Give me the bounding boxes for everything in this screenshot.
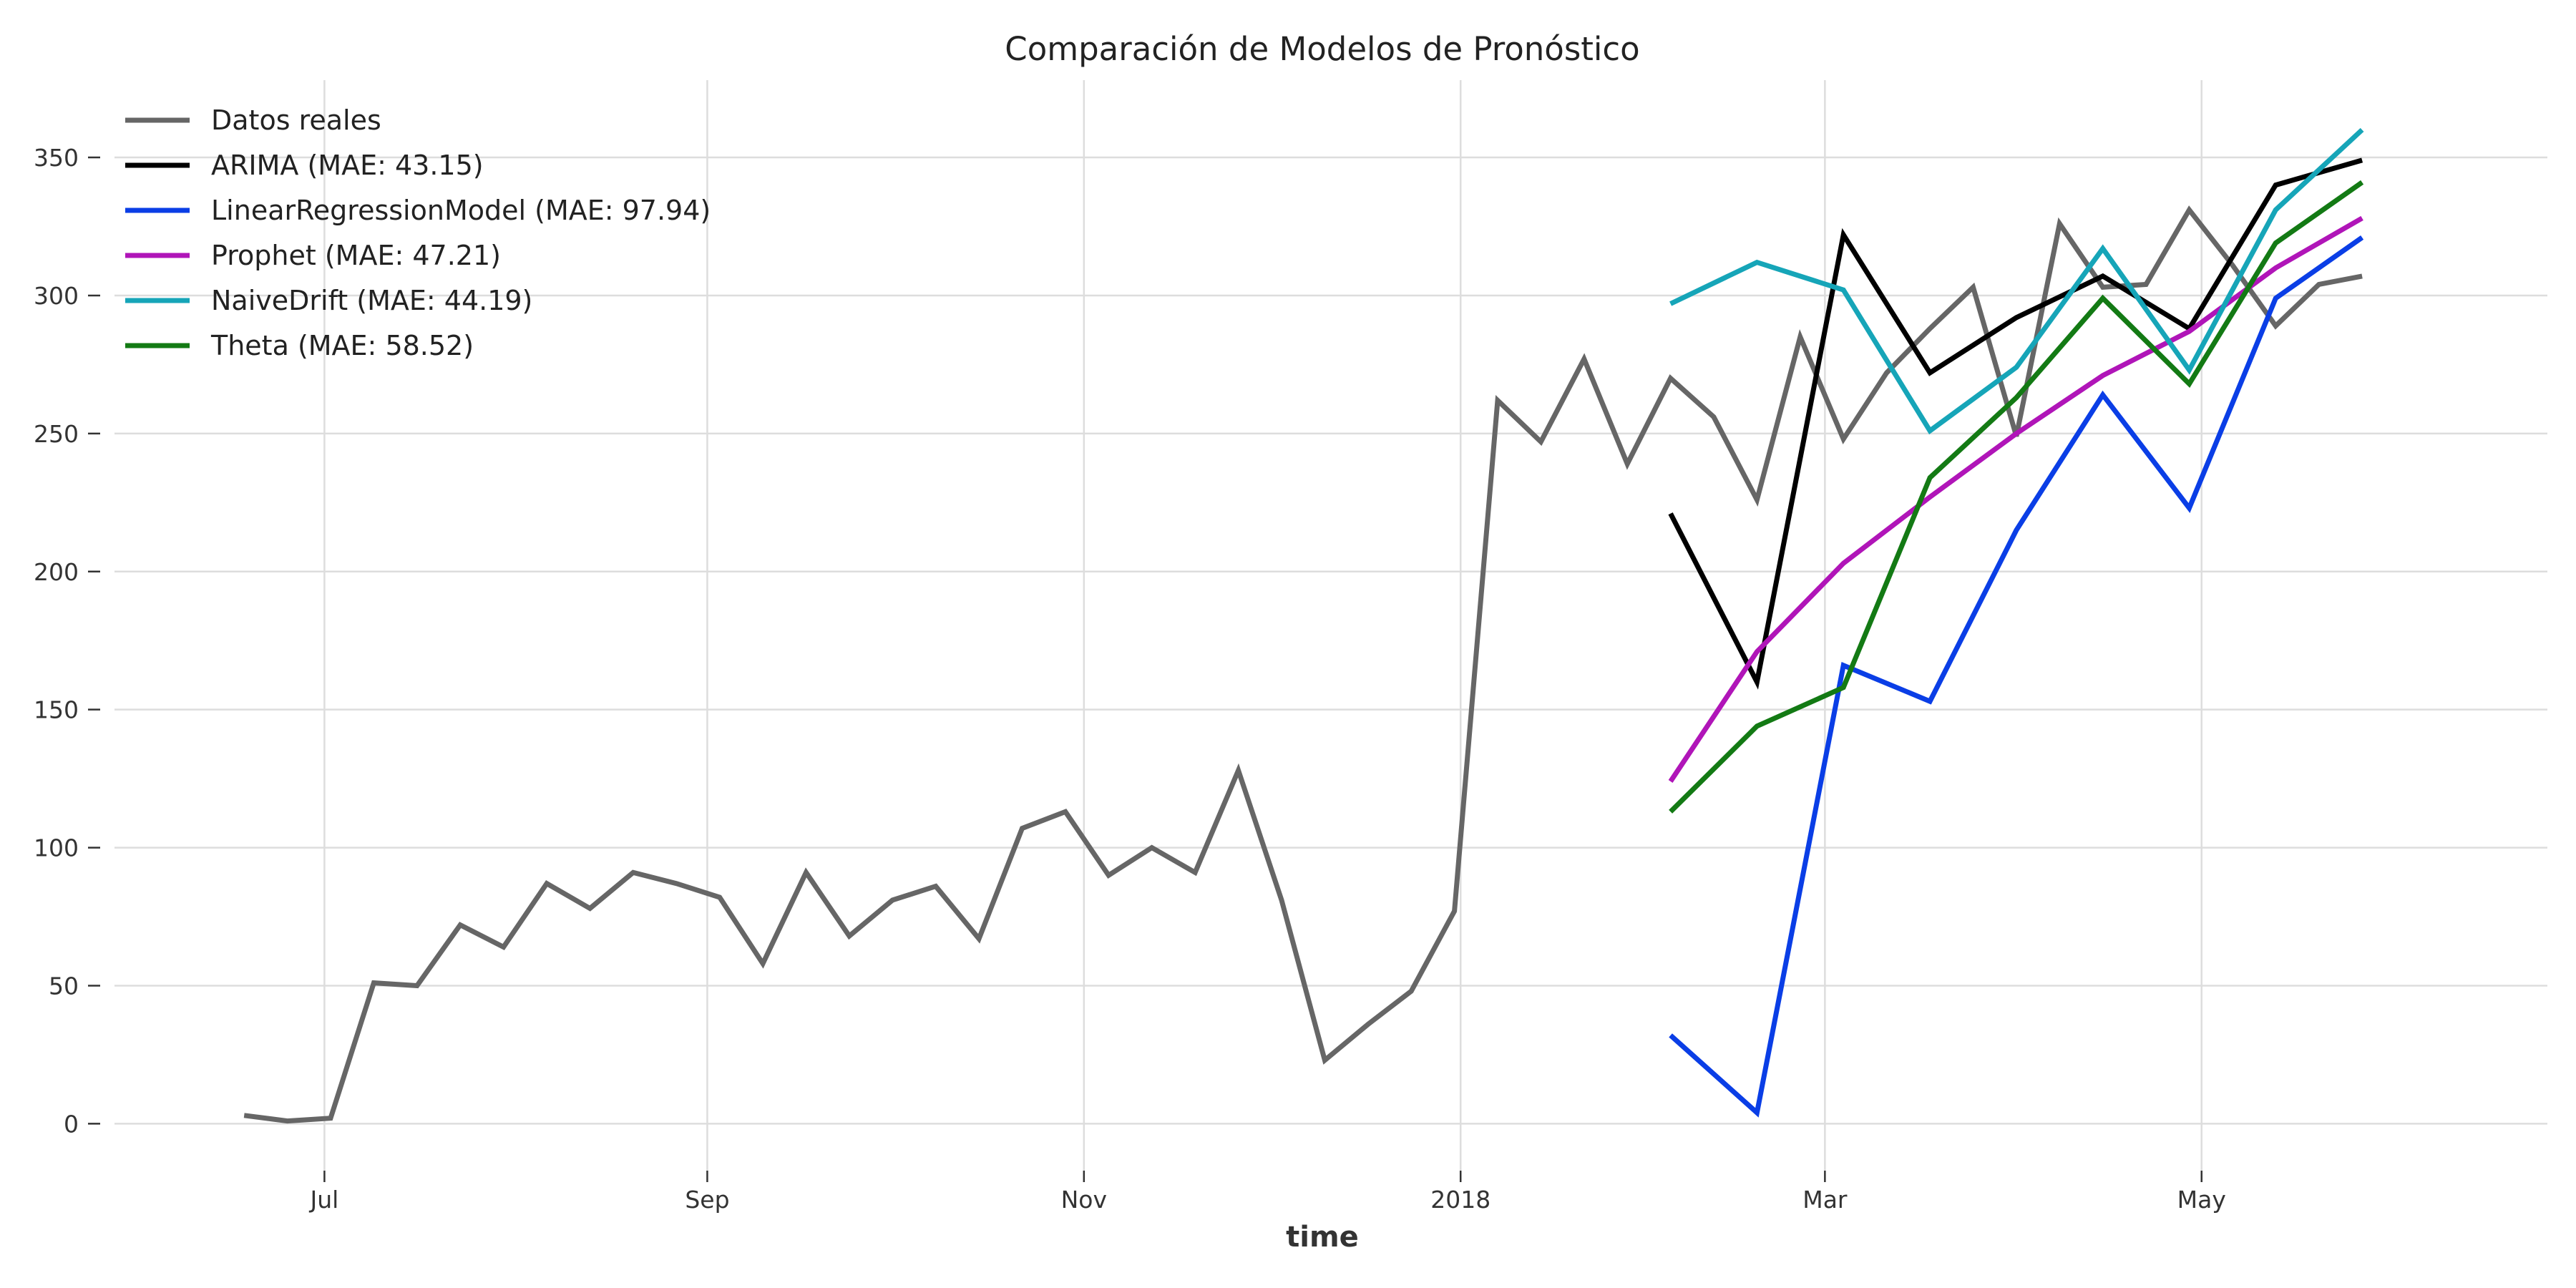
y-tick-label: 0 bbox=[64, 1110, 79, 1138]
x-tick-label: Nov bbox=[1061, 1186, 1107, 1214]
y-tick-label: 250 bbox=[34, 420, 79, 448]
series-line-5 bbox=[1669, 180, 2364, 814]
legend: Datos reales ARIMA (MAE: 43.15) LinearRegr… bbox=[125, 104, 711, 361]
y-tick-label: 200 bbox=[34, 558, 79, 586]
legend-label: Theta (MAE: 58.52) bbox=[210, 330, 474, 361]
y-tick-label: 100 bbox=[34, 834, 79, 862]
x-tick-label: Sep bbox=[685, 1186, 729, 1214]
chart-title: Comparación de Modelos de Pronóstico bbox=[1005, 30, 1639, 68]
series-line-1 bbox=[1668, 157, 2363, 690]
series-line-2 bbox=[1669, 235, 2364, 1118]
x-axis-label: time bbox=[1286, 1221, 1359, 1254]
legend-label: Prophet (MAE: 47.21) bbox=[211, 240, 501, 271]
series-line-4 bbox=[1669, 127, 2364, 435]
legend-label: Datos reales bbox=[211, 104, 381, 136]
y-tick-label: 150 bbox=[34, 696, 79, 724]
x-tick-label: May bbox=[2177, 1186, 2226, 1214]
y-tick-label: 300 bbox=[34, 282, 79, 310]
x-tick-label: Mar bbox=[1802, 1186, 1848, 1214]
series-lines bbox=[243, 127, 2364, 1124]
legend-label: ARIMA (MAE: 43.15) bbox=[211, 150, 484, 181]
x-tick-label: Jul bbox=[308, 1186, 338, 1214]
legend-label: NaiveDrift (MAE: 44.19) bbox=[211, 285, 532, 316]
legend-label: LinearRegressionModel (MAE: 97.94) bbox=[211, 195, 711, 226]
x-tick-label: 2018 bbox=[1430, 1186, 1491, 1214]
y-tick-label: 50 bbox=[49, 972, 79, 1000]
series-line-0 bbox=[243, 205, 2363, 1124]
grid bbox=[114, 80, 2547, 1171]
x-axis-ticks: Jul Sep Nov 2018 Mar May bbox=[308, 1171, 2226, 1214]
y-tick-label: 350 bbox=[34, 144, 79, 172]
y-axis-ticks: 0 50 100 150 200 250 300 350 bbox=[34, 144, 100, 1138]
